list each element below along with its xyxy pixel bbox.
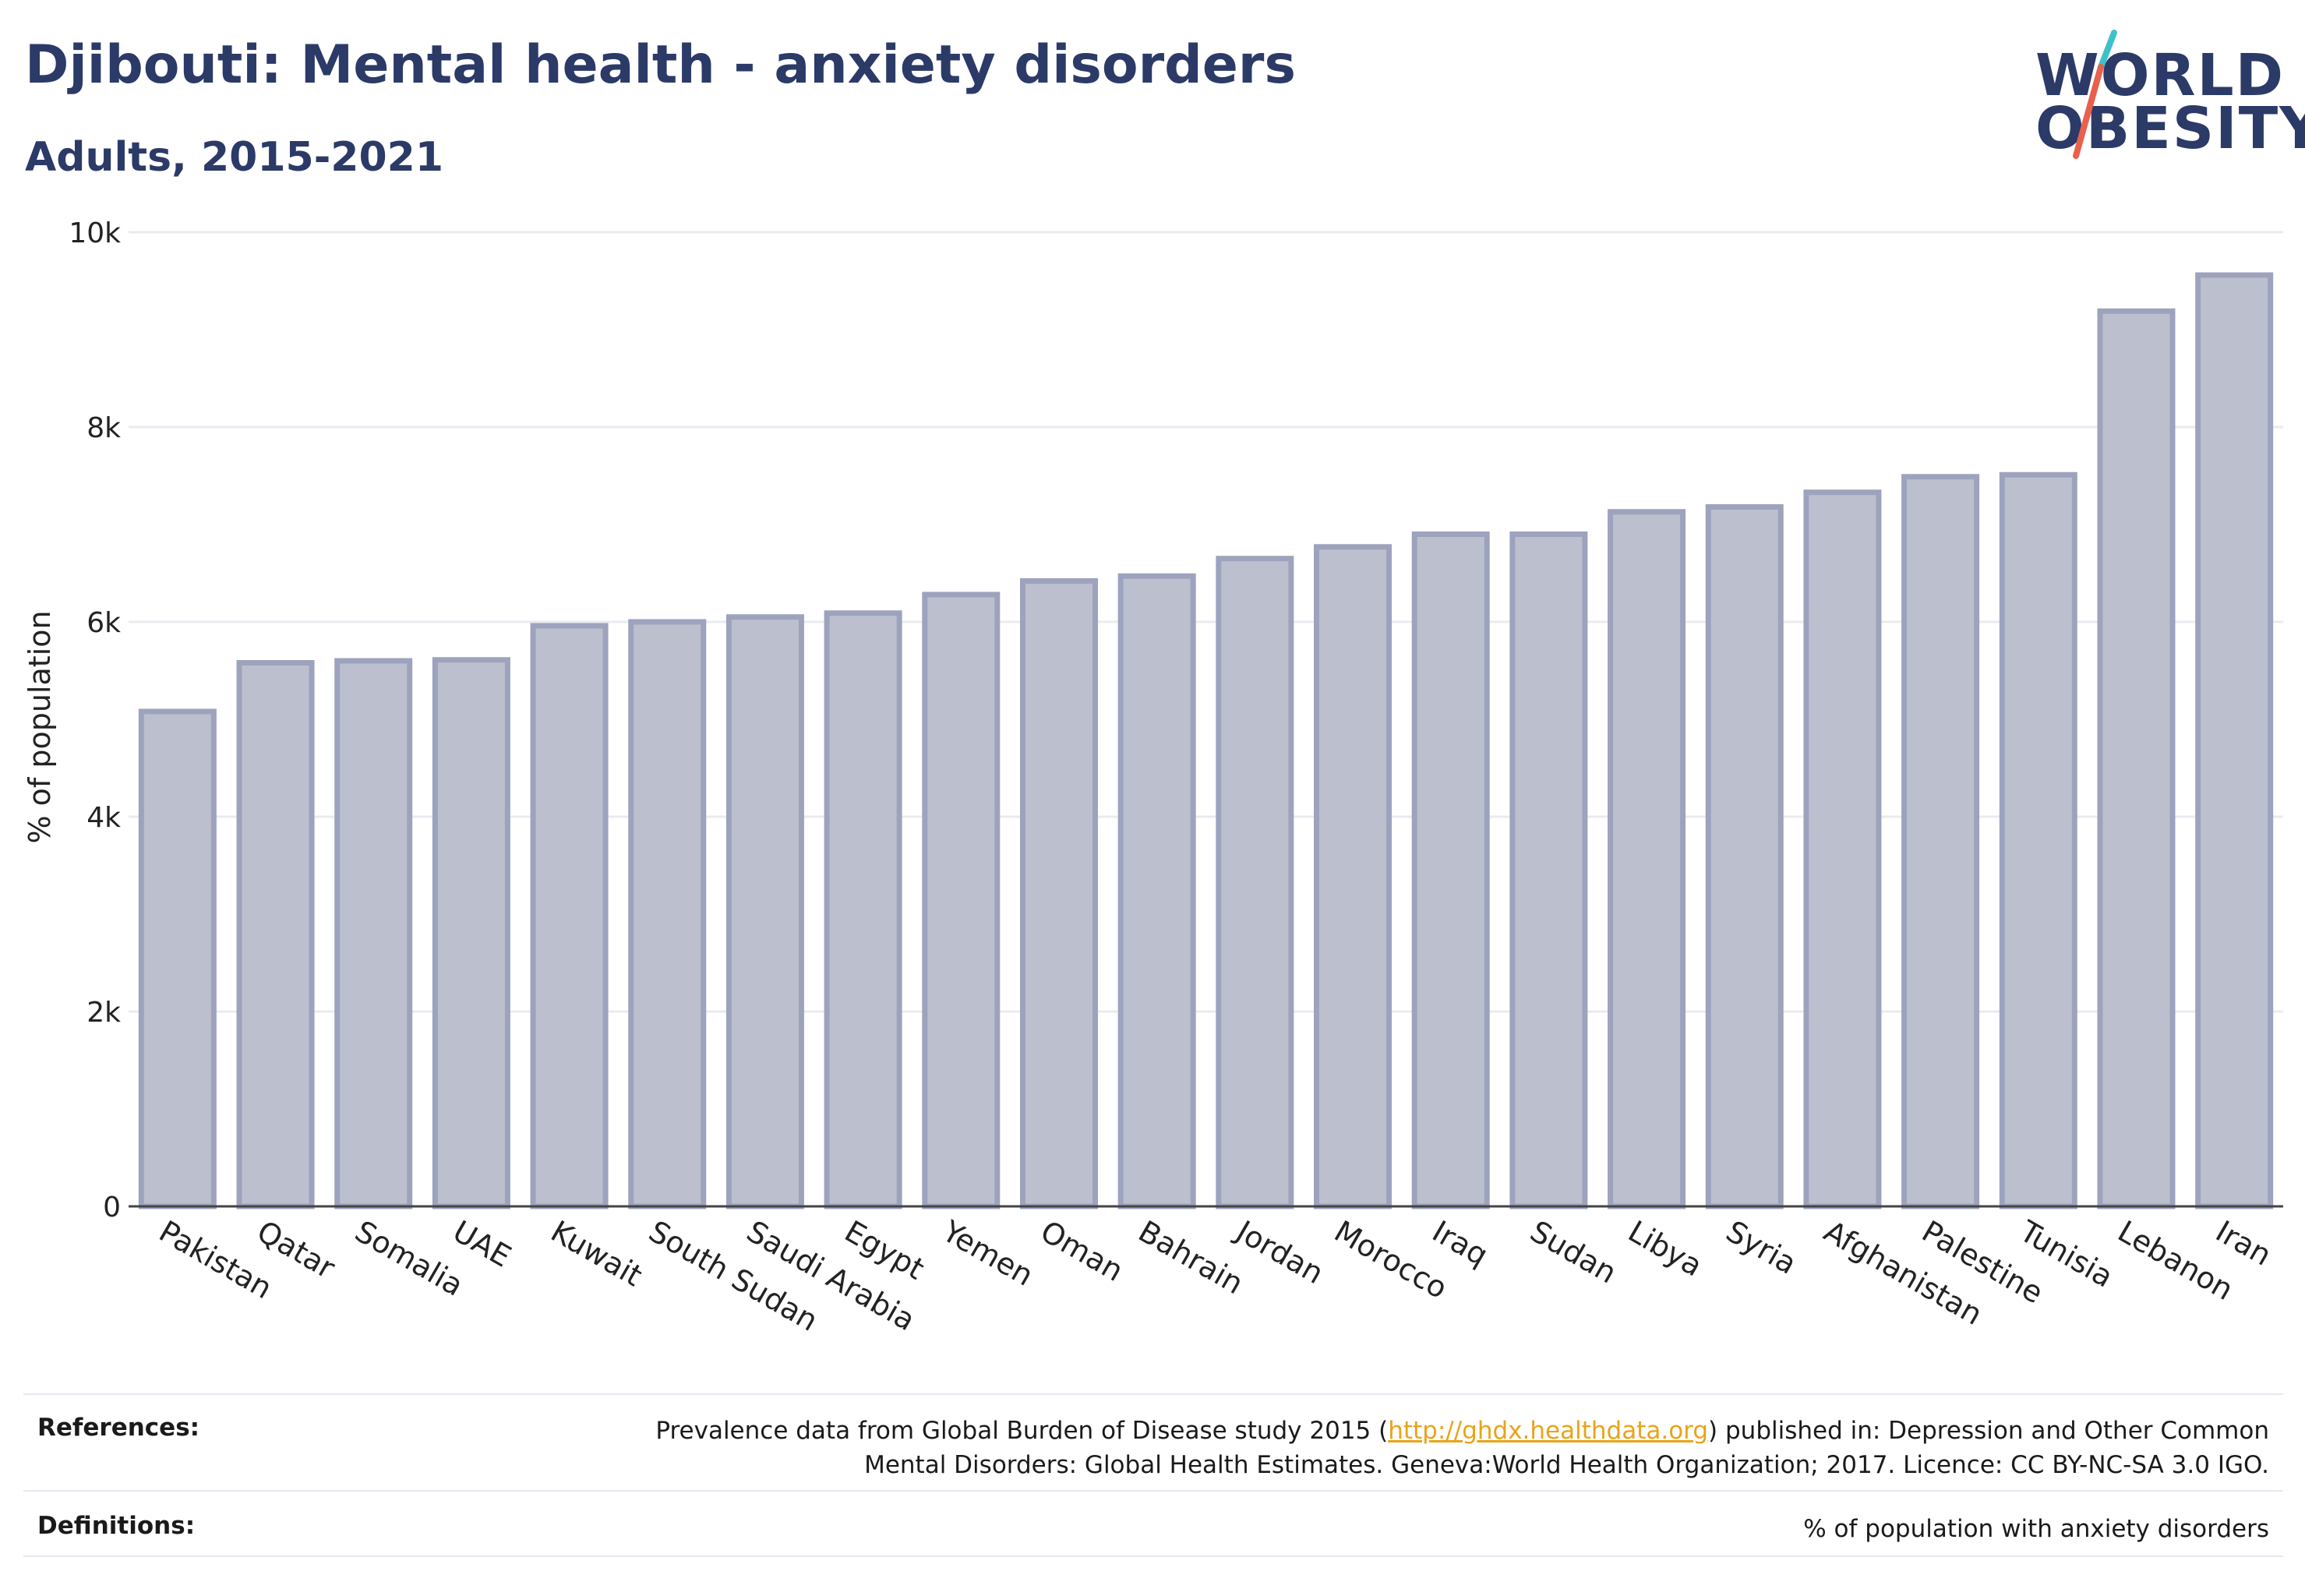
x-tick-label: Morocco bbox=[1329, 1214, 1453, 1306]
x-tick-label: Kuwait bbox=[545, 1214, 648, 1294]
x-tick-label: Somalia bbox=[349, 1214, 469, 1303]
footer-definitions: Definitions: % of population with anxiet… bbox=[23, 1512, 2283, 1548]
bar-palestine[interactable] bbox=[1901, 474, 1980, 1209]
footer-divider-middle bbox=[23, 1490, 2283, 1492]
bar-saudi-arabia[interactable] bbox=[725, 614, 804, 1209]
references-label: References: bbox=[37, 1414, 200, 1442]
x-tick-label: Iran bbox=[2210, 1214, 2277, 1273]
logo-word-world: WORLD bbox=[2035, 42, 2286, 109]
x-tick-label: Pakistan bbox=[154, 1214, 278, 1306]
references-text-start: Prevalence data from Global Burden of Di… bbox=[655, 1417, 1389, 1445]
x-tick-label: UAE bbox=[447, 1214, 517, 1274]
bar-lebanon[interactable] bbox=[2097, 308, 2176, 1209]
bar-qatar[interactable] bbox=[236, 660, 315, 1209]
x-tick-label: South Sudan bbox=[643, 1214, 824, 1338]
bar-iraq[interactable] bbox=[1411, 531, 1490, 1209]
y-tick-label: 8k bbox=[86, 412, 121, 444]
y-axis-label: % of population bbox=[23, 610, 57, 843]
bar-egypt[interactable] bbox=[824, 610, 902, 1209]
x-tick-label: Yemen bbox=[936, 1213, 1039, 1293]
logo-slash-icon bbox=[2073, 30, 2117, 159]
bar-syria[interactable] bbox=[1705, 504, 1784, 1209]
x-tick-label: Libya bbox=[1622, 1214, 1708, 1284]
bar-bahrain[interactable] bbox=[1117, 573, 1196, 1209]
definitions-label: Definitions: bbox=[37, 1512, 196, 1540]
x-tick-label: Syria bbox=[1721, 1214, 1802, 1281]
x-tick-label: Iraq bbox=[1427, 1214, 1494, 1273]
bar-afghanistan[interactable] bbox=[1803, 489, 1882, 1209]
footer-references: References: Prevalence data from Global … bbox=[23, 1414, 2283, 1484]
bar-uae[interactable] bbox=[432, 657, 510, 1209]
y-axis-ticks: 0 2k 4k 6k 8k 10k bbox=[69, 217, 121, 1223]
y-tick-label: 0 bbox=[103, 1192, 121, 1223]
bar-oman[interactable] bbox=[1019, 578, 1098, 1209]
chart-title: Djibouti: Mental health - anxiety disord… bbox=[25, 34, 1296, 96]
chart-subtitle: Adults, 2015-2021 bbox=[25, 134, 444, 181]
bar-yemen[interactable] bbox=[922, 591, 1001, 1209]
x-tick-label: Oman bbox=[1035, 1214, 1129, 1288]
bar-kuwait[interactable] bbox=[530, 623, 609, 1209]
bar-libya[interactable] bbox=[1608, 509, 1686, 1209]
footer-divider-top bbox=[23, 1393, 2283, 1395]
bar-jordan[interactable] bbox=[1216, 556, 1294, 1209]
bar-tunisia[interactable] bbox=[1999, 471, 2077, 1209]
references-text-end: ) published in: Depression and Other Com… bbox=[1708, 1417, 2269, 1445]
x-tick-label: Sudan bbox=[1524, 1214, 1622, 1291]
x-tick-label: Bahrain bbox=[1133, 1214, 1249, 1301]
bar-morocco[interactable] bbox=[1314, 544, 1393, 1209]
bar-iran[interactable] bbox=[2195, 272, 2274, 1209]
bar-south-sudan[interactable] bbox=[628, 619, 707, 1209]
bars bbox=[138, 272, 2274, 1209]
world-obesity-logo[interactable]: WORLD OBESITY bbox=[2035, 23, 2305, 164]
y-tick-label: 4k bbox=[86, 802, 121, 834]
y-tick-label: 10k bbox=[69, 217, 121, 249]
definitions-text: % of population with anxiety disorders bbox=[1803, 1515, 2269, 1543]
bar-pakistan[interactable] bbox=[138, 708, 217, 1209]
bar-somalia[interactable] bbox=[334, 658, 413, 1209]
y-tick-label: 2k bbox=[86, 997, 121, 1029]
bar-sudan[interactable] bbox=[1509, 531, 1588, 1209]
footer-divider-bottom bbox=[23, 1555, 2283, 1557]
references-text: Prevalence data from Global Burden of Di… bbox=[655, 1414, 2269, 1482]
y-tick-label: 6k bbox=[86, 607, 121, 639]
references-link[interactable]: http://ghdx.healthdata.org bbox=[1388, 1417, 1709, 1445]
references-text-line2: Mental Disorders: Global Health Estimate… bbox=[864, 1451, 2269, 1479]
